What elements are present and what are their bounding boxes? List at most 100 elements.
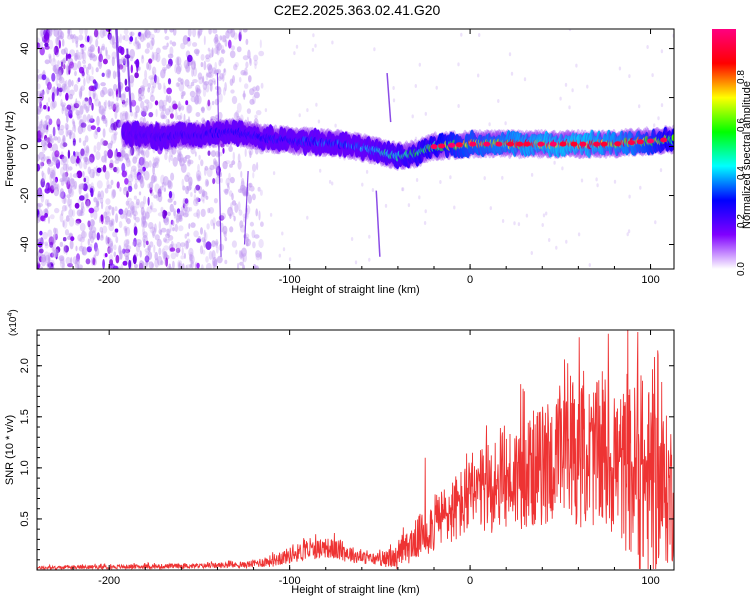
noise-speck [236,46,242,53]
noise-speck [144,170,150,181]
ridge-peak [448,142,456,148]
noise-speck [139,33,145,43]
noise-speck [160,115,166,119]
noise-speck [124,227,128,237]
noise-speck [111,133,117,144]
noise-speck [252,86,257,92]
noise-speck [237,262,240,269]
noise-speck [206,262,212,269]
noise-speck [102,140,108,146]
noise-speck [106,49,108,56]
noise-speck [222,160,228,170]
noise-speck [81,50,85,60]
noise-speck [255,208,258,217]
noise-speck [65,124,70,130]
noise-speck [384,203,388,208]
noise-speck [120,264,124,269]
noise-speck [107,149,113,159]
noise-speck [167,211,171,217]
noise-speck [75,100,81,108]
noise-speck [185,240,189,249]
noise-speck [231,95,238,105]
noise-speck [414,136,418,141]
noise-speck [180,242,186,248]
ridge-peak [600,141,608,147]
noise-speck [111,206,115,216]
noise-speck [48,118,53,125]
noise-speck [115,254,120,264]
noise-speck [170,252,177,260]
noise-speck [575,63,578,68]
noise-speck [595,177,598,182]
noise-speck [120,149,126,158]
noise-speck [105,46,108,57]
noise-speck [147,87,151,93]
noise-speck [418,195,421,200]
noise-speck [234,203,239,213]
noise-speck [163,68,166,74]
noise-speck [72,120,76,127]
noise-speck [77,264,83,269]
noise-speck [60,179,65,186]
noise-speck [98,105,105,115]
noise-speck [59,124,65,131]
noise-speck [186,232,190,237]
noise-speck [47,229,53,238]
noise-speck [115,156,122,162]
noise-speck [193,230,199,238]
noise-speck [53,227,57,234]
noise-speck [52,126,56,137]
noise-speck [564,82,568,87]
noise-speck [354,260,358,265]
noise-speck [180,206,184,212]
noise-speck [646,45,649,49]
noise-speck [40,90,44,98]
noise-speck [62,262,65,269]
noise-speck [223,87,226,96]
noise-speck [63,245,69,253]
noise-speck [47,106,50,112]
noise-speck [119,250,123,260]
noise-speck [104,170,110,180]
noise-speck [256,162,259,171]
noise-speck [314,43,317,48]
noise-speck [148,112,154,118]
noise-speck [185,64,191,73]
noise-speck [154,156,160,162]
noise-speck [110,247,113,254]
noise-speck [115,236,119,244]
ridge-peak [516,141,524,147]
noise-speck [212,29,218,34]
noise-speck [568,105,571,110]
noise-speck [128,148,132,157]
noise-speck [135,198,140,206]
noise-speck [135,239,142,245]
noise-speck [152,71,155,79]
noise-speck [92,257,96,266]
noise-speck [204,165,209,171]
noise-speck [107,142,113,150]
noise-speck [76,114,82,119]
noise-speck [85,192,89,199]
noise-speck [224,259,228,265]
noise-speck [67,79,72,88]
noise-speck [182,156,187,164]
noise-speck [133,214,137,221]
noise-speck [101,45,105,51]
noise-speck [88,118,95,123]
noise-speck [99,29,105,39]
noise-speck [497,99,500,103]
noise-speck [39,230,43,236]
noise-speck [238,31,242,42]
noise-speck [152,51,159,61]
noise-speck [66,65,69,75]
noise-speck [200,227,203,235]
noise-speck [123,239,130,248]
noise-speck [108,104,112,110]
noise-speck [77,234,83,242]
noise-speck [117,122,121,129]
noise-speck [163,237,167,243]
noise-speck [169,247,176,252]
noise-speck [79,222,86,232]
noise-speck [240,252,243,259]
